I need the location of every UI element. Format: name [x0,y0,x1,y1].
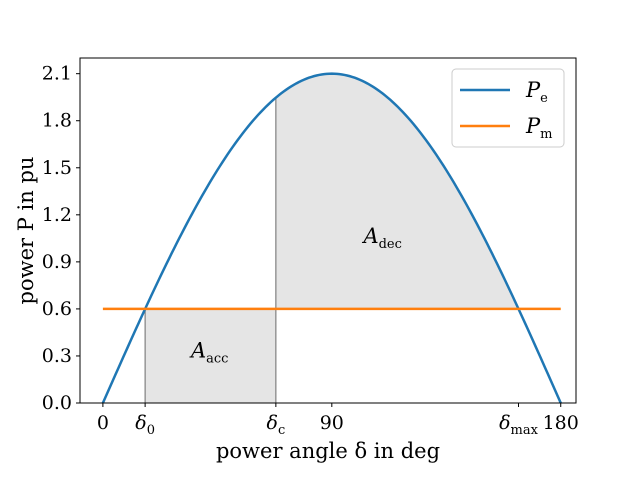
legend-label: Pm [525,114,552,142]
series-pe-line [101,72,562,404]
area-label-acc: Aacc [189,338,228,366]
x-axis-label: power angle δ in deg [216,439,440,463]
y-tick-label: 1.5 [42,157,72,179]
legend-label: Pe [525,78,548,106]
y-tick-label: 1.8 [42,110,72,132]
shaded-area-acc [145,308,276,403]
y-tick-label: 0.3 [42,345,72,367]
plot-frame [79,57,577,404]
x-tick-label: 90 [320,412,344,434]
x-axis-ticks: 0 δ0 δc 90 δmax 180 [97,403,579,438]
shaded-areas [145,73,519,403]
legend: Pe Pm [451,68,565,148]
series-lines [101,72,562,404]
y-tick-label: 0.0 [42,392,72,414]
y-tick-label: 2.1 [42,63,72,85]
area-labels: Aacc Adec [189,224,402,366]
y-tick-label: 0.9 [42,251,72,273]
area-label-dec: Adec [361,224,401,252]
y-tick-label: 1.2 [42,204,72,226]
x-tick-label: δmax [499,412,539,438]
boundary-lines [144,97,277,403]
x-tick-label: 180 [543,412,579,434]
legend-box [451,68,565,148]
y-tick-label: 0.6 [42,298,72,320]
x-tick-label: δc [266,412,285,438]
x-tick-label: δ0 [135,412,155,438]
shaded-area-dec [275,73,519,309]
y-axis-label: power P in pu [14,157,38,305]
x-tick-label: 0 [97,412,109,434]
y-axis-ticks: 0.0 0.3 0.6 0.9 1.2 1.5 1.8 2.1 [42,63,80,414]
